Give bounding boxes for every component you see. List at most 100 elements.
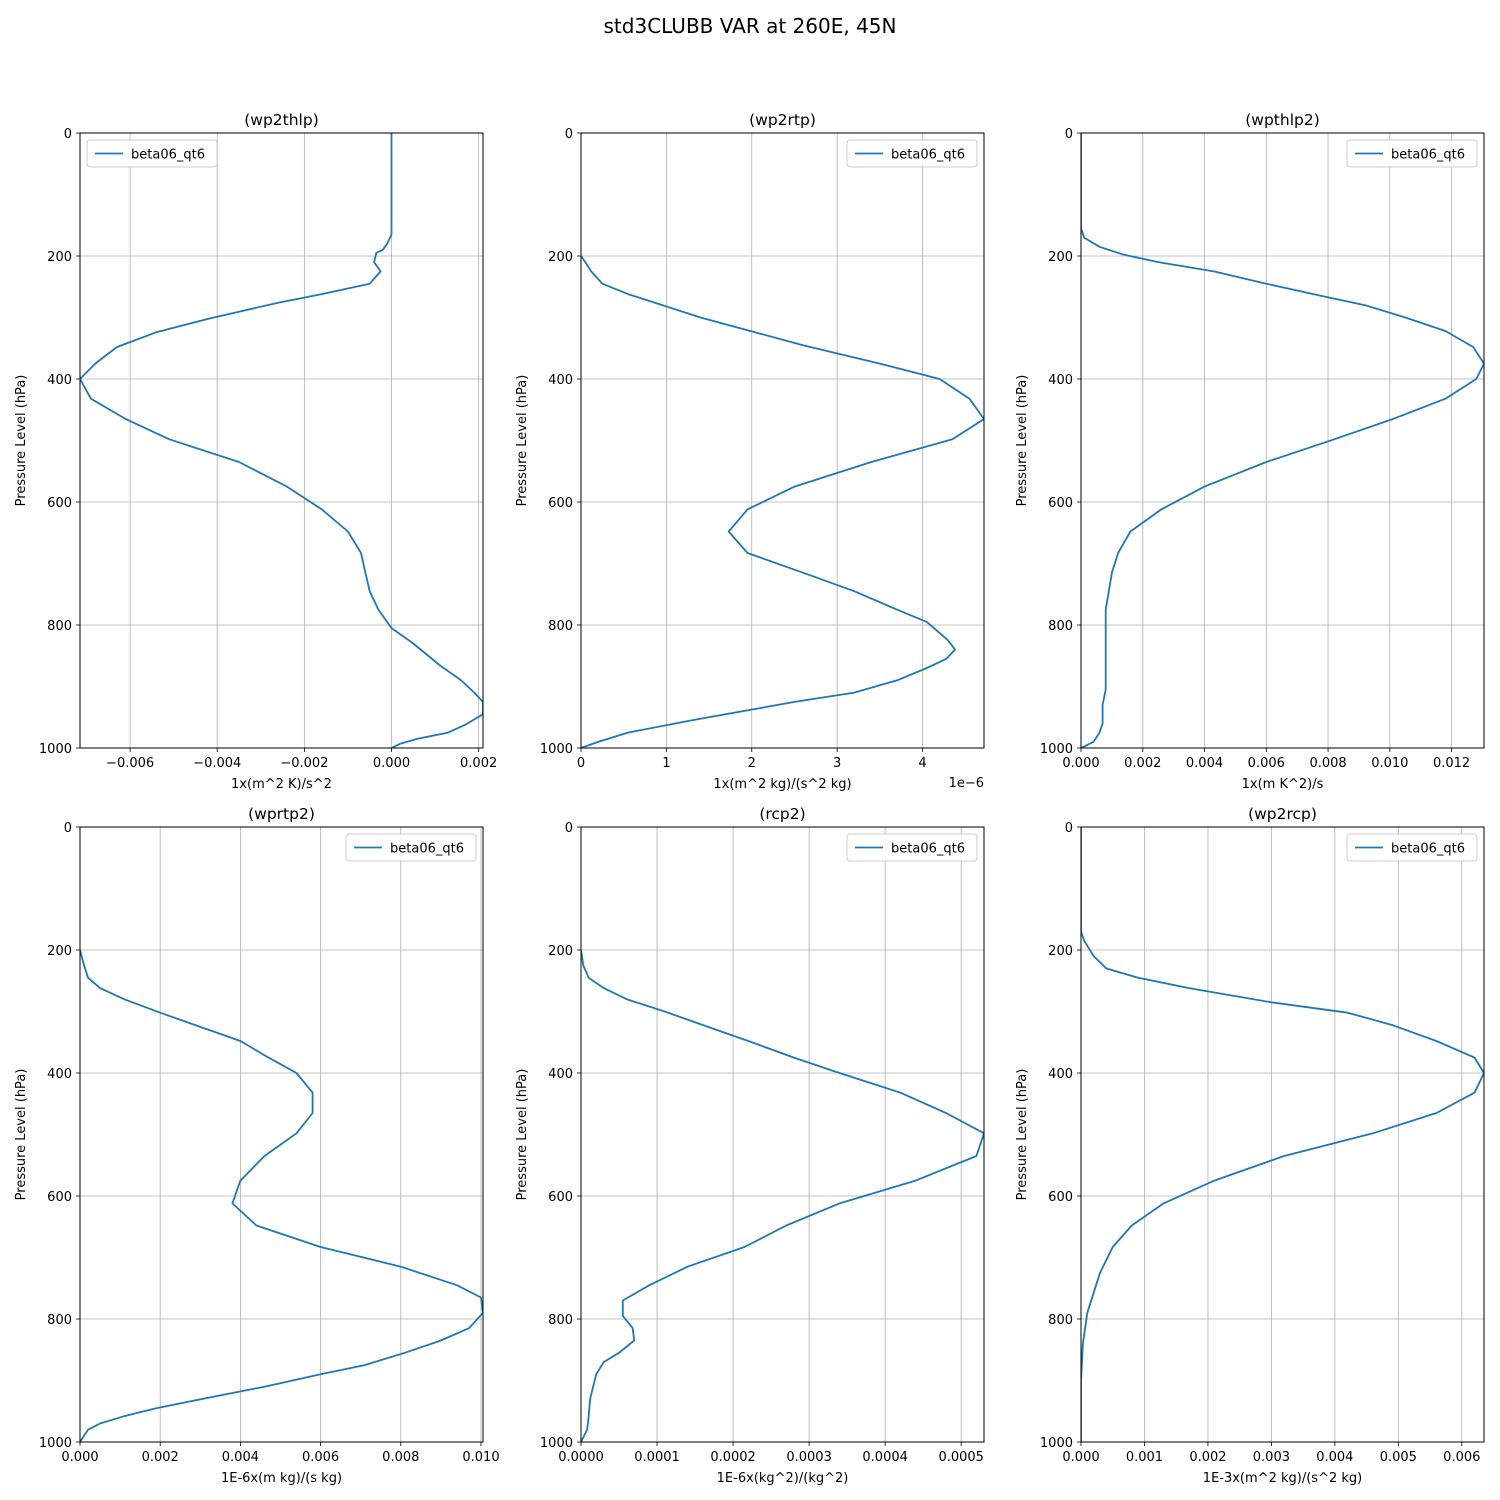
series-line xyxy=(1081,827,1484,1442)
x-axis-label: 1E-3x(m^2 kg)/(s^2 kg) xyxy=(1203,1471,1362,1486)
x-tick-label: 0.000 xyxy=(1062,756,1099,771)
x-axis-label: 1x(m^2 K)/s^2 xyxy=(231,777,332,792)
x-tick-label: 0.002 xyxy=(142,1450,179,1465)
x-tick-label: 0.0001 xyxy=(634,1450,680,1465)
subplot-1: −0.006 −0.004 −0.002 0.000 0.002 0 200 400 600 80… xyxy=(14,111,497,792)
x-tick-label: 0.006 xyxy=(1443,1450,1480,1465)
legend: beta06_qt6 xyxy=(846,833,978,862)
legend: beta06_qt6 xyxy=(1346,139,1478,168)
x-tick-label: 0.002 xyxy=(1124,756,1161,771)
x-tick-label: −0.004 xyxy=(193,756,241,771)
legend: beta06_qt6 xyxy=(86,139,218,168)
y-tick-label: 0 xyxy=(1065,127,1073,142)
legend-box xyxy=(345,833,477,862)
y-tick-label: 1000 xyxy=(540,742,573,757)
y-tick-label: 0 xyxy=(64,127,72,142)
x-tick-label: 0.000 xyxy=(1062,1450,1099,1465)
legend-box xyxy=(1346,139,1478,168)
axes-frame xyxy=(79,132,484,749)
y-tick-label: 200 xyxy=(1048,250,1073,265)
legend: beta06_qt6 xyxy=(345,833,477,862)
subplot-title: (wp2rcp) xyxy=(1248,805,1317,823)
series-line xyxy=(581,949,984,1442)
x-tick-label: 0.010 xyxy=(1371,756,1408,771)
subplot-3: 0.000 0.002 0.004 0.006 0.008 0.010 0.012 0 200 4… xyxy=(1015,111,1485,792)
x-tick-label: 1 xyxy=(662,756,670,771)
y-tick-label: 1000 xyxy=(1040,1436,1073,1451)
legend-box xyxy=(846,833,978,862)
legend-box xyxy=(86,139,218,168)
subplot-6: 0.000 0.001 0.002 0.003 0.004 0.005 0.006 0 200 4… xyxy=(1015,805,1485,1486)
x-tick-label: 0.0004 xyxy=(862,1450,908,1465)
subplot-title: (wpthlp2) xyxy=(1245,111,1320,129)
y-axis-label: Pressure Level (hPa) xyxy=(14,375,29,507)
legend-label: beta06_qt6 xyxy=(390,842,464,857)
x-tick-label: 0.005 xyxy=(1380,1450,1417,1465)
y-tick-label: 800 xyxy=(1048,619,1073,634)
x-tick-label: 4 xyxy=(918,756,926,771)
y-tick-label: 600 xyxy=(1048,1190,1073,1205)
x-tick-label: 0.000 xyxy=(373,756,410,771)
x-axis-label: 1x(m^2 kg)/(s^2 kg) xyxy=(713,777,851,792)
x-tick-label: 0.006 xyxy=(302,1450,339,1465)
subplot-title: (wp2thlp) xyxy=(244,111,319,129)
x-tick-label: 0.001 xyxy=(1126,1450,1163,1465)
legend-label: beta06_qt6 xyxy=(1391,842,1465,857)
series-line xyxy=(80,133,483,748)
x-tick-label: 0.004 xyxy=(1186,756,1223,771)
y-axis-label: Pressure Level (hPa) xyxy=(515,375,530,507)
x-tick-label: 3 xyxy=(833,756,841,771)
legend-label: beta06_qt6 xyxy=(891,842,965,857)
x-tick-label: 0.004 xyxy=(1316,1450,1353,1465)
y-tick-label: 400 xyxy=(47,1067,72,1082)
y-tick-label: 600 xyxy=(1048,496,1073,511)
x-offset-label: 1e−6 xyxy=(949,776,984,791)
figure-title: std3CLUBB VAR at 260E, 45N xyxy=(603,14,897,38)
y-tick-label: 800 xyxy=(548,1313,573,1328)
axes-frame xyxy=(580,826,985,1443)
x-tick-label: 0.0002 xyxy=(710,1450,756,1465)
legend: beta06_qt6 xyxy=(846,139,978,168)
y-tick-label: 400 xyxy=(47,373,72,388)
y-tick-label: 600 xyxy=(548,496,573,511)
x-tick-label: 2 xyxy=(748,756,756,771)
y-tick-label: 200 xyxy=(47,944,72,959)
x-tick-label: 0.002 xyxy=(460,756,497,771)
y-tick-label: 1000 xyxy=(540,1436,573,1451)
y-tick-label: 800 xyxy=(47,619,72,634)
y-tick-label: 200 xyxy=(548,944,573,959)
subplot-5: 0.0000 0.0001 0.0002 0.0003 0.0004 0.0005 0 200… xyxy=(515,805,985,1486)
x-tick-label: 0.0005 xyxy=(938,1450,984,1465)
y-tick-label: 0 xyxy=(64,821,72,836)
axes-frame xyxy=(1080,826,1485,1443)
subplot-title: (wp2rtp) xyxy=(749,111,816,129)
x-tick-label: 0.006 xyxy=(1248,756,1285,771)
y-tick-label: 800 xyxy=(548,619,573,634)
axes-frame xyxy=(1080,132,1485,749)
x-tick-label: 0.008 xyxy=(382,1450,419,1465)
y-tick-label: 600 xyxy=(548,1190,573,1205)
x-tick-label: 0.008 xyxy=(1309,756,1346,771)
y-tick-label: 600 xyxy=(47,1190,72,1205)
y-axis-label: Pressure Level (hPa) xyxy=(1015,375,1030,507)
axes-frame xyxy=(79,826,484,1443)
legend-box xyxy=(1346,833,1478,862)
x-tick-label: −0.006 xyxy=(106,756,154,771)
y-tick-label: 200 xyxy=(1048,944,1073,959)
y-tick-label: 0 xyxy=(1065,821,1073,836)
x-axis-label: 1E-6x(kg^2)/(kg^2) xyxy=(717,1471,849,1486)
x-tick-label: −0.002 xyxy=(280,756,328,771)
x-tick-label: 0.002 xyxy=(1189,1450,1226,1465)
y-axis-label: Pressure Level (hPa) xyxy=(1015,1069,1030,1201)
y-tick-label: 0 xyxy=(565,127,573,142)
x-tick-label: 0.000 xyxy=(61,1450,98,1465)
y-tick-label: 400 xyxy=(548,373,573,388)
y-tick-label: 400 xyxy=(1048,373,1073,388)
y-tick-label: 400 xyxy=(548,1067,573,1082)
y-tick-label: 1000 xyxy=(39,1436,72,1451)
series-line xyxy=(80,949,483,1442)
x-axis-label: 1E-6x(m kg)/(s kg) xyxy=(221,1471,342,1486)
x-tick-label: 0.0000 xyxy=(558,1450,604,1465)
x-tick-label: 0.004 xyxy=(222,1450,259,1465)
